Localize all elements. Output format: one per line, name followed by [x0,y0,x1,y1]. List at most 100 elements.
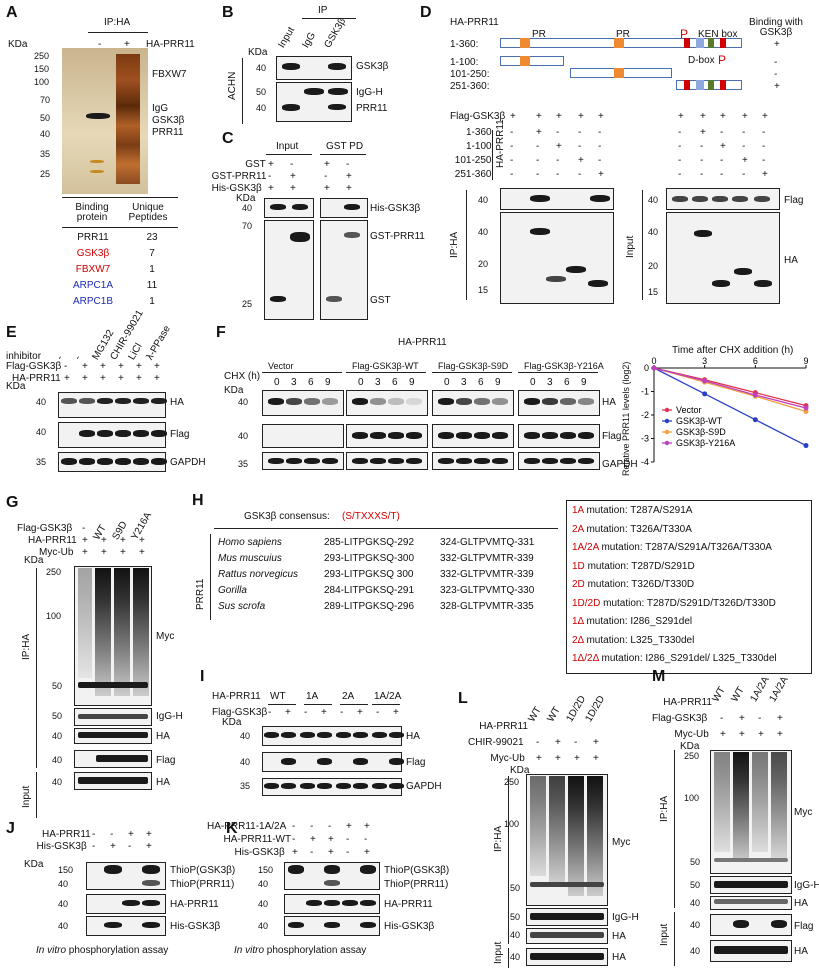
f-band-flag [524,432,540,439]
k-label: ThioP(GSK3β) [384,865,450,876]
l-mark: + [555,753,561,764]
a-ip-header: IP:HA [104,17,131,28]
e-marker: 35 [36,457,47,467]
i-group-label: 1A/2A [374,691,402,702]
f-group-line [346,372,426,373]
e-inhibitor-label: inhibitor [6,351,42,362]
k-row-label: HA-PRR11-1A/2A [207,821,287,832]
d-group-label: HA-PRR11 [495,119,506,168]
d-mark: + [578,155,584,166]
b-label: IgG-H [356,87,383,98]
d-pr-domain [614,68,624,78]
f-band-flag [456,432,472,439]
panel-letter-c: C [222,130,234,147]
d-construct-label: 1-360: [450,39,479,50]
m-input-label: Input [659,923,670,946]
d-mark: - [678,169,682,180]
d-mark: - [762,141,766,152]
i-band-flag [317,758,332,765]
d-marker: 20 [648,261,659,271]
f-timepoint: 3 [291,377,297,388]
e-mark: + [82,361,88,372]
d-mark: - [742,127,746,138]
f-band-ha [388,398,404,405]
d-mark: - [700,155,704,166]
f-chart-ylabel: Relative PRR11 levels (log2) [621,361,631,476]
k-label: His-GSK3β [384,921,435,932]
a-row-label: HA-PRR11 [146,39,195,50]
chart-legend-marker [664,407,670,413]
f-group-line [262,372,342,373]
a-lane-ip [116,54,140,184]
e-mark: + [154,373,160,384]
c-mark: + [268,183,274,194]
m-marker: 50 [690,880,701,890]
a-th-peptides: Unique Peptides [128,202,168,223]
e-mark: - [64,361,68,372]
f-group-label: Flag-GSK3β-Y216A [524,361,604,371]
e-band-flag [133,430,149,437]
c-mark: + [346,171,352,182]
i-band-ha [372,732,387,738]
d-mark: - [678,141,682,152]
f-band-flag [438,432,454,439]
d-mark: - [556,127,560,138]
h-seq-2: 328-GLTPVMTR-335 [440,601,534,612]
l-lane: WT [526,705,544,724]
d-mark: - [720,127,724,138]
d-construct-label: 101-250: [450,69,490,80]
k-marker: 150 [258,865,274,875]
f-label: Flag [602,431,622,442]
f-marker: 40 [238,431,249,441]
g-label: HA [156,777,170,788]
h-mutation-text: mutation: T326D/T330D [584,579,695,590]
e-kda: KDa [6,381,26,392]
d-mark: - [762,127,766,138]
e-band-ha [115,398,131,404]
l-kda: KDa [510,765,530,776]
k-marker: 40 [258,899,269,909]
i-band-gapdh [389,783,404,789]
i-label: GAPDH [406,781,442,792]
chart-legend-label: GSK3β-S9D [676,427,726,437]
j-label: ThioP(PRR11) [170,879,235,890]
k-mark: - [310,847,314,858]
h-mutation-text: mutation: I286_S291del [583,616,693,627]
d-p-site [684,38,690,48]
l-row-label: HA-PRR11 [479,721,528,732]
panel-letter-m: M [652,668,666,685]
f-band-gapdh [438,458,454,464]
chart-y-tick-label: -1 [641,387,649,397]
a-table-protein: PRR11 [77,232,109,243]
d-domain: KEN box [698,29,738,40]
d-construct-title: HA-PRR11 [450,17,499,28]
e-band-gapdh [61,458,77,465]
h-mutation: 2A mutation: T326A/T330A [572,523,692,535]
m-marker: 250 [684,751,700,761]
f-timepoint: 6 [392,377,398,388]
g-mark: + [82,535,88,546]
chart-y-tick-label: 0 [644,363,649,373]
h-mutation-text: mutation: T326A/T330A [583,523,692,535]
a-lane-2: + [124,39,130,50]
panel-letter-j: J [6,820,15,837]
d-mark: - [598,155,602,166]
d-domain: D-box [688,55,715,66]
f-group-line [518,372,598,373]
c-mark: - [346,159,350,170]
i-band-flag [389,758,404,765]
panel-letter-f: F [216,324,226,341]
l-label: Myc [612,837,631,848]
l-mark: + [555,737,561,748]
d-mark: - [578,127,582,138]
a-label-igg: IgG [152,103,169,114]
m-lane: WT [710,685,728,704]
g-row-label: HA-PRR11 [28,535,77,546]
i-group-label: 2A [342,691,355,702]
e-inhibitor: LiCl [126,341,145,362]
i-marker: 40 [240,731,251,741]
j-marker: 40 [58,921,69,931]
l-label: IgG-H [612,912,639,923]
d-mark: - [700,141,704,152]
e-row-label: Flag-GSK3β [6,361,62,372]
